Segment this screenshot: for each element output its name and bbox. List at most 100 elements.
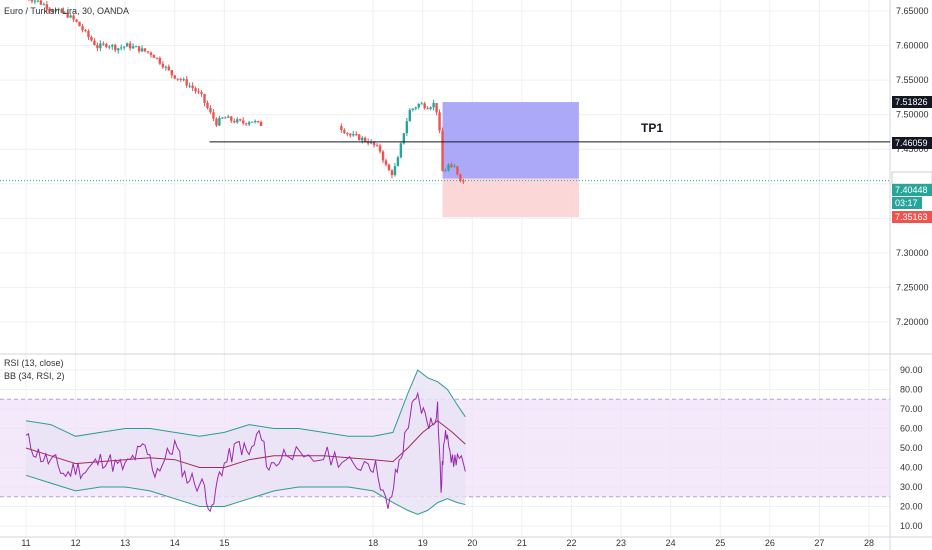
- candle-body: [39, 0, 43, 5]
- candle-body: [393, 166, 397, 176]
- candle-body: [462, 180, 465, 182]
- candle-body: [426, 108, 429, 110]
- candle-body: [423, 103, 426, 109]
- candle-body: [122, 46, 126, 48]
- time-tick-label: 26: [765, 538, 775, 548]
- candle-body: [72, 15, 75, 20]
- rsi-pane: [0, 369, 890, 515]
- price-tag-label: 7.46059: [895, 138, 928, 148]
- time-tick-label: 15: [219, 538, 229, 548]
- candle-body: [170, 70, 173, 76]
- candle-body: [456, 166, 459, 175]
- candle-body: [218, 118, 221, 126]
- candle-body: [390, 170, 394, 176]
- candle-body: [396, 157, 400, 167]
- time-tick-label: 24: [666, 538, 676, 548]
- candle-body: [42, 4, 46, 6]
- rsi-tick-label: 70.00: [900, 404, 923, 414]
- candle-body: [405, 121, 409, 134]
- candle-body: [236, 119, 239, 123]
- candle-body: [93, 40, 96, 46]
- candle-body: [453, 166, 456, 168]
- time-tick-label: 13: [120, 538, 130, 548]
- bb-upper-line: [25, 369, 466, 437]
- candle-body: [57, 9, 60, 11]
- position-zones[interactable]: [442, 102, 579, 218]
- candle-body: [215, 118, 218, 126]
- tp1-label: TP1: [641, 121, 663, 135]
- candle-body: [340, 125, 343, 130]
- candle-body: [78, 21, 81, 27]
- candle-body: [432, 103, 435, 108]
- rsi-tick-label: 40.00: [900, 463, 923, 473]
- candle-body: [51, 10, 54, 12]
- candle-body: [239, 119, 242, 121]
- candle-body: [206, 102, 209, 109]
- time-tick-label: 14: [170, 538, 180, 548]
- candle-body: [256, 121, 260, 123]
- price-tick-label: 7.65000: [896, 6, 929, 16]
- candle-body: [429, 107, 432, 109]
- candle-body: [435, 103, 438, 113]
- rsi-line: [25, 391, 466, 513]
- price-tag: [892, 96, 932, 108]
- candle-body: [179, 78, 182, 80]
- stop-zone: [442, 178, 579, 218]
- candle-body: [152, 54, 156, 58]
- candle-body: [438, 112, 441, 131]
- candle-body: [87, 30, 90, 38]
- candle-body: [75, 19, 78, 22]
- time-tick-label: 23: [616, 538, 626, 548]
- candle-body: [30, 0, 34, 2]
- candle-body: [140, 48, 144, 52]
- time-tick-label: 12: [71, 538, 81, 548]
- candle-body: [346, 133, 349, 135]
- price-tick-label: 7.50000: [896, 110, 929, 120]
- price-tag: [892, 184, 932, 196]
- candle-body: [128, 43, 132, 49]
- candle-body: [36, 0, 40, 2]
- candle-body: [352, 134, 355, 136]
- candle-body: [450, 164, 453, 168]
- candle-body: [176, 78, 179, 80]
- price-tag-label: 7.51826: [895, 97, 928, 107]
- candle-body: [212, 112, 215, 119]
- candle-body: [441, 130, 444, 172]
- candle-body: [244, 123, 248, 125]
- candle-body: [173, 75, 176, 79]
- price-tag-label: 03:17: [895, 198, 918, 208]
- candle-body: [158, 58, 162, 64]
- price-tag-label: 7.40743: [895, 173, 928, 183]
- time-tick-label: 25: [715, 538, 725, 548]
- bb-fill: [26, 370, 466, 515]
- candle-body: [378, 145, 382, 152]
- candle-body: [164, 66, 168, 68]
- candle-body: [366, 141, 370, 144]
- price-tag-label: 7.40448: [895, 185, 928, 195]
- candle-body: [149, 52, 153, 55]
- time-tick-label: 28: [864, 538, 874, 548]
- candle-body: [224, 117, 227, 119]
- candle-body: [120, 47, 123, 49]
- candle-body: [259, 121, 263, 126]
- candle-body: [459, 174, 462, 181]
- time-tick-label: 11: [21, 538, 30, 548]
- candle-body: [250, 121, 254, 123]
- candle-body: [84, 30, 87, 32]
- candle-body: [99, 43, 102, 49]
- candle-body: [417, 103, 420, 108]
- candle-body: [117, 48, 120, 51]
- candle-body: [363, 137, 367, 142]
- candle-body: [411, 108, 414, 110]
- candle-body: [372, 141, 376, 146]
- candle-body: [134, 46, 138, 48]
- candle-body: [349, 133, 352, 136]
- candle-body: [63, 12, 66, 14]
- candle-body: [81, 26, 84, 31]
- candle-body: [182, 79, 185, 81]
- candle-body: [143, 48, 147, 52]
- candle-body: [105, 43, 108, 48]
- price-tick-label: 7.55000: [896, 75, 929, 85]
- candle-body: [155, 57, 159, 59]
